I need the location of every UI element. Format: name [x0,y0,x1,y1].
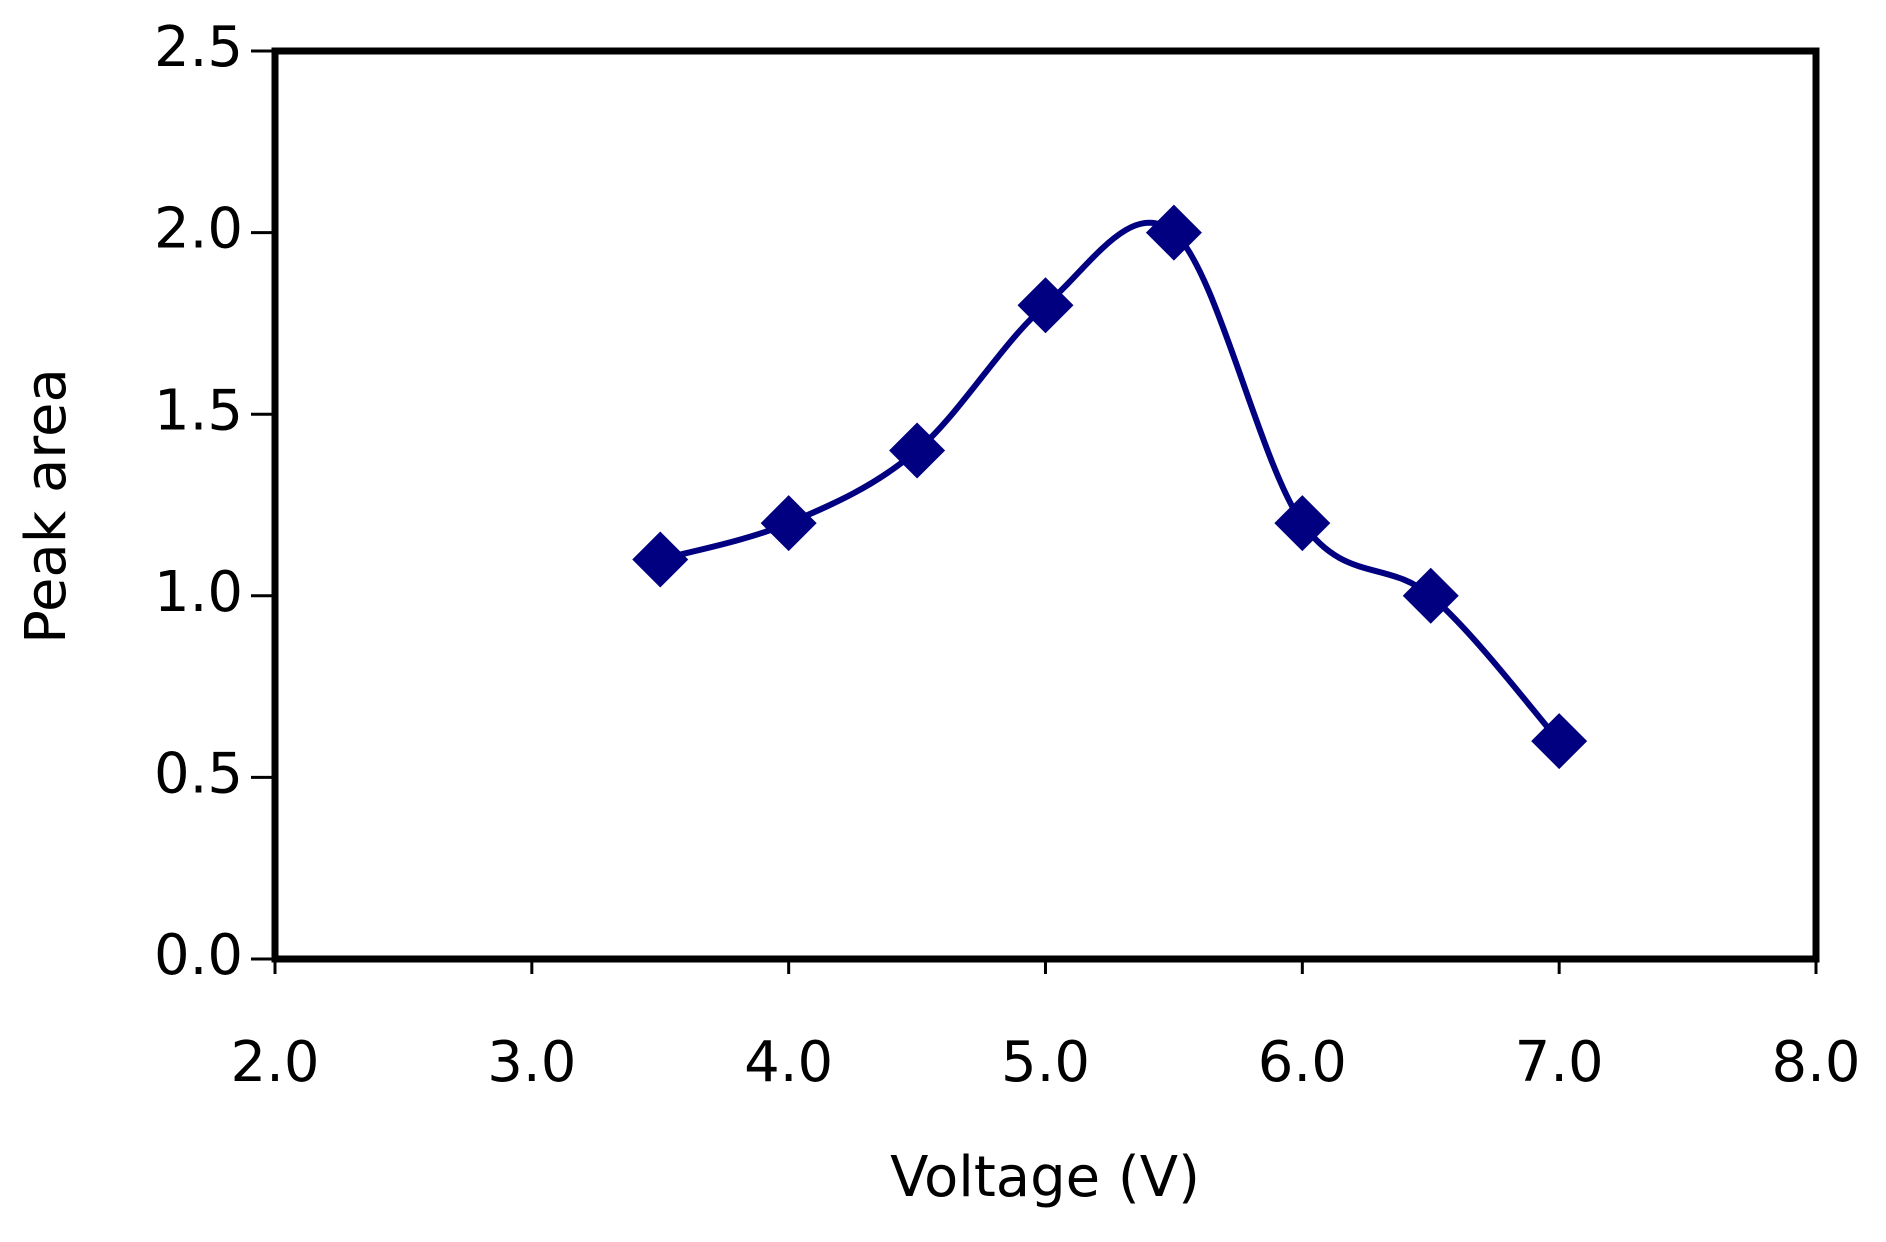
marker [632,531,689,588]
marker [1017,277,1074,334]
y-tick-label: 1.0 [154,560,243,625]
x-tick-label: 2.0 [230,1030,319,1095]
x-tick-label: 3.0 [487,1030,576,1095]
x-tick-label: 8.0 [1771,1030,1860,1095]
x-tick-label: 6.0 [1258,1030,1347,1095]
y-tick-label: 2.0 [154,197,243,262]
x-axis-title: Voltage (V) [890,1145,1200,1210]
marker [1402,567,1459,624]
marker [1274,495,1331,552]
y-tick-label: 1.5 [154,378,243,443]
plot-frame [271,47,1820,963]
x-tick-label: 7.0 [1515,1030,1604,1095]
marker [889,422,946,479]
marker [760,495,817,552]
marker [1531,713,1588,770]
y-tick-label: 0.5 [154,742,243,807]
marker [1145,204,1202,261]
y-tick-label: 2.5 [154,15,243,80]
y-tick-label: 0.0 [154,923,243,988]
x-tick-label: 4.0 [744,1030,833,1095]
line [659,219,1562,744]
y-axis-title: Peak area [14,368,79,644]
x-tick-label: 5.0 [1001,1030,1090,1095]
